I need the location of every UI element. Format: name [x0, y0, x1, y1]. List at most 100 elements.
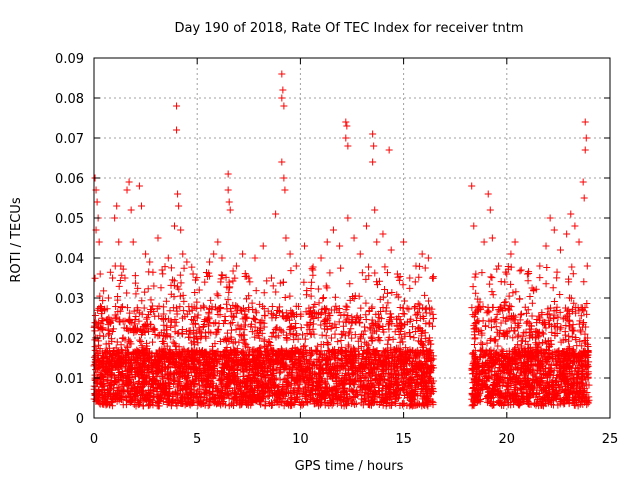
data-point	[330, 349, 338, 357]
data-point	[229, 339, 237, 347]
data-point	[266, 339, 274, 347]
data-point	[367, 325, 375, 333]
data-point	[419, 389, 427, 397]
data-point	[198, 332, 206, 340]
data-point	[429, 388, 437, 396]
data-point	[312, 384, 320, 392]
data-point	[327, 324, 335, 332]
data-point	[181, 313, 189, 321]
data-point	[402, 344, 410, 352]
data-point	[181, 357, 189, 365]
data-point	[556, 308, 564, 316]
data-point	[112, 362, 120, 370]
data-point	[152, 349, 160, 357]
data-point	[421, 291, 429, 299]
data-point	[106, 319, 114, 327]
data-point	[364, 341, 372, 349]
data-point	[308, 381, 316, 389]
data-point	[322, 384, 330, 392]
data-point	[179, 291, 187, 299]
data-point	[165, 390, 173, 398]
data-point	[132, 312, 140, 320]
data-point	[359, 369, 367, 377]
data-point	[211, 303, 219, 311]
data-point	[282, 334, 290, 342]
data-point	[375, 333, 383, 341]
data-point	[123, 289, 131, 297]
data-point	[205, 396, 213, 404]
data-point	[244, 351, 252, 359]
data-point	[371, 390, 379, 398]
data-point	[384, 354, 392, 362]
data-point	[348, 334, 356, 342]
data-point	[143, 315, 151, 323]
data-point	[130, 328, 138, 336]
data-point	[494, 342, 502, 350]
data-point	[144, 325, 152, 333]
data-point	[239, 348, 247, 356]
data-point	[300, 278, 308, 286]
data-point	[239, 397, 247, 405]
data-point	[225, 278, 233, 286]
data-point	[225, 288, 233, 296]
data-point	[188, 315, 196, 323]
data-point	[385, 377, 393, 385]
data-point	[390, 359, 398, 367]
data-point	[494, 398, 502, 406]
data-point	[158, 337, 166, 345]
data-point	[350, 394, 358, 402]
data-point	[429, 399, 437, 407]
data-point	[382, 381, 390, 389]
data-point	[314, 356, 322, 364]
data-point	[491, 337, 499, 345]
data-point	[143, 396, 151, 404]
data-point	[267, 388, 275, 396]
data-point	[289, 388, 297, 396]
data-point	[497, 319, 505, 327]
data-point	[133, 356, 141, 364]
data-point	[171, 316, 179, 324]
data-point	[137, 338, 145, 346]
data-point	[307, 386, 315, 394]
data-point	[254, 331, 262, 339]
data-point	[279, 328, 287, 336]
data-point	[203, 269, 211, 277]
data-point	[145, 348, 153, 356]
data-point	[394, 273, 402, 281]
data-point	[177, 360, 185, 368]
data-point	[124, 336, 132, 344]
data-point	[228, 395, 236, 403]
data-point	[279, 394, 287, 402]
data-point	[160, 303, 168, 311]
data-point	[416, 314, 424, 322]
data-point	[96, 379, 104, 387]
data-point	[123, 381, 131, 389]
data-point	[129, 351, 137, 359]
data-point	[283, 334, 291, 342]
data-point	[145, 268, 153, 276]
data-point	[101, 398, 109, 406]
data-point	[146, 392, 154, 400]
data-point	[205, 383, 213, 391]
data-point	[308, 265, 316, 273]
data-point	[339, 322, 347, 330]
data-point	[172, 342, 180, 350]
data-point	[129, 324, 137, 332]
data-point	[268, 303, 276, 311]
data-point	[269, 311, 277, 319]
data-point	[337, 336, 345, 344]
data-point	[135, 317, 143, 325]
data-point	[91, 274, 99, 282]
data-point	[209, 342, 217, 350]
data-point	[132, 290, 140, 298]
data-point	[308, 375, 316, 383]
data-point	[312, 346, 320, 354]
data-point	[157, 388, 165, 396]
data-point	[367, 333, 375, 341]
data-point	[288, 366, 296, 374]
data-point	[142, 371, 150, 379]
data-point	[97, 320, 105, 328]
data-point	[228, 319, 236, 327]
data-point	[304, 321, 312, 329]
data-point	[138, 380, 146, 388]
